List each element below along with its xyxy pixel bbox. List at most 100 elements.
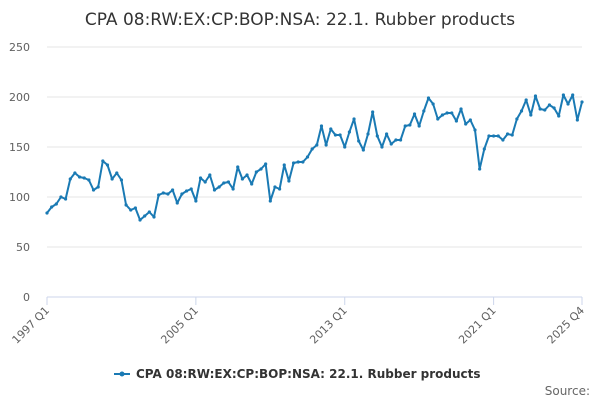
data-point[interactable]	[291, 161, 296, 165]
data-point[interactable]	[552, 106, 556, 110]
data-point[interactable]	[250, 182, 254, 186]
data-point[interactable]	[529, 113, 533, 117]
data-point[interactable]	[440, 113, 445, 117]
data-point[interactable]	[385, 132, 389, 136]
data-point[interactable]	[375, 134, 379, 138]
data-point[interactable]	[361, 148, 365, 152]
data-point[interactable]	[478, 167, 482, 171]
data-point[interactable]	[166, 192, 170, 196]
data-point[interactable]	[445, 111, 449, 115]
data-point[interactable]	[198, 176, 203, 180]
data-point[interactable]	[96, 185, 100, 189]
data-point[interactable]	[338, 133, 342, 137]
data-point[interactable]	[152, 215, 156, 219]
data-point[interactable]	[380, 145, 384, 149]
data-point[interactable]	[301, 160, 305, 164]
data-point[interactable]	[171, 188, 175, 192]
data-point[interactable]	[510, 133, 514, 137]
data-point[interactable]	[245, 173, 249, 177]
data-point[interactable]	[366, 132, 370, 136]
data-point[interactable]	[492, 134, 496, 138]
data-point[interactable]	[305, 155, 310, 159]
data-point[interactable]	[184, 189, 189, 193]
data-point[interactable]	[259, 167, 263, 171]
data-point[interactable]	[264, 162, 268, 166]
data-point[interactable]	[208, 173, 212, 177]
data-point[interactable]	[496, 134, 500, 138]
data-point[interactable]	[519, 109, 524, 113]
data-point[interactable]	[501, 138, 505, 142]
data-point[interactable]	[115, 171, 119, 175]
data-point[interactable]	[333, 133, 338, 137]
data-point[interactable]	[138, 218, 142, 222]
data-point[interactable]	[417, 124, 421, 128]
data-point[interactable]	[459, 107, 463, 111]
data-point[interactable]	[222, 181, 226, 185]
data-point[interactable]	[175, 201, 179, 205]
data-point[interactable]	[189, 187, 193, 191]
data-point[interactable]	[194, 199, 198, 203]
data-point[interactable]	[287, 179, 291, 183]
data-point[interactable]	[319, 124, 324, 128]
data-point[interactable]	[575, 118, 579, 122]
data-point[interactable]	[236, 165, 240, 169]
data-point[interactable]	[403, 124, 407, 128]
data-point[interactable]	[487, 134, 491, 138]
data-point[interactable]	[464, 122, 468, 126]
legend[interactable]: CPA 08:RW:EX:CP:BOP:NSA: 22.1. Rubber pr…	[114, 367, 481, 381]
data-point[interactable]	[50, 205, 54, 209]
data-point[interactable]	[408, 123, 412, 127]
data-point[interactable]	[422, 109, 426, 113]
data-point[interactable]	[515, 117, 519, 121]
data-point[interactable]	[371, 110, 375, 114]
data-point[interactable]	[450, 111, 454, 115]
data-point[interactable]	[161, 191, 165, 195]
data-point[interactable]	[157, 193, 161, 197]
data-point[interactable]	[547, 103, 552, 107]
data-point[interactable]	[412, 112, 417, 116]
data-point[interactable]	[110, 177, 114, 181]
data-point[interactable]	[54, 202, 58, 206]
data-point[interactable]	[268, 199, 272, 203]
data-point[interactable]	[77, 175, 82, 179]
data-point[interactable]	[394, 138, 398, 142]
data-point[interactable]	[436, 117, 440, 121]
data-point[interactable]	[73, 171, 77, 175]
data-point[interactable]	[124, 203, 128, 207]
data-point[interactable]	[180, 192, 184, 196]
data-point[interactable]	[143, 214, 147, 218]
data-point[interactable]	[217, 185, 221, 189]
data-point[interactable]	[273, 185, 277, 189]
data-point[interactable]	[426, 96, 431, 100]
data-point[interactable]	[296, 160, 300, 164]
data-point[interactable]	[561, 93, 565, 97]
data-point[interactable]	[357, 139, 361, 143]
data-point[interactable]	[147, 210, 151, 214]
data-point[interactable]	[212, 188, 217, 192]
data-point[interactable]	[278, 187, 282, 191]
data-point[interactable]	[389, 142, 393, 146]
data-point[interactable]	[454, 119, 458, 123]
data-point[interactable]	[343, 145, 347, 149]
data-point[interactable]	[557, 114, 561, 118]
data-point[interactable]	[119, 178, 124, 182]
data-point[interactable]	[473, 128, 477, 132]
credits-label[interactable]: Source:	[545, 384, 590, 398]
data-point[interactable]	[329, 127, 333, 131]
data-point[interactable]	[543, 108, 547, 112]
data-point[interactable]	[538, 107, 542, 111]
data-point[interactable]	[226, 180, 231, 184]
data-point[interactable]	[482, 147, 486, 151]
data-point[interactable]	[347, 130, 351, 134]
data-point[interactable]	[68, 177, 72, 181]
data-point[interactable]	[64, 197, 68, 201]
data-point[interactable]	[231, 187, 235, 191]
data-point[interactable]	[133, 206, 137, 210]
data-point[interactable]	[580, 100, 584, 104]
data-point[interactable]	[524, 98, 528, 102]
legend-label[interactable]: CPA 08:RW:EX:CP:BOP:NSA: 22.1. Rubber pr…	[136, 367, 481, 381]
data-point[interactable]	[105, 163, 110, 167]
data-point[interactable]	[533, 94, 538, 98]
data-point[interactable]	[468, 118, 472, 122]
data-point[interactable]	[82, 176, 86, 180]
